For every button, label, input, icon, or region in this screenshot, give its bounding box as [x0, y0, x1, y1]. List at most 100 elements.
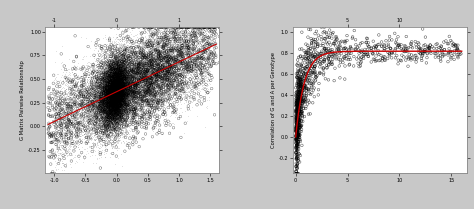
- Point: [111, 81, 119, 84]
- Point: [107, 72, 114, 76]
- Point: [106, 74, 114, 77]
- Point: [105, 109, 112, 112]
- Point: [114, 82, 121, 85]
- Point: [114, 106, 121, 110]
- Point: [109, 89, 117, 93]
- Point: [99, 75, 106, 79]
- Point: [98, 78, 105, 81]
- Point: [112, 83, 120, 87]
- Point: [96, 92, 103, 95]
- Point: [158, 99, 166, 103]
- Point: [113, 62, 120, 65]
- Point: [122, 107, 129, 110]
- Point: [141, 83, 149, 86]
- Point: [102, 84, 109, 88]
- Point: [104, 90, 112, 93]
- Point: [109, 93, 117, 96]
- Point: [114, 92, 122, 95]
- Point: [110, 80, 118, 83]
- Point: [140, 67, 147, 71]
- Point: [109, 106, 116, 109]
- Point: [92, 93, 100, 97]
- Point: [108, 73, 116, 77]
- Point: [136, 93, 143, 96]
- Point: [119, 74, 127, 78]
- Point: [115, 78, 123, 81]
- Point: [112, 93, 119, 97]
- Point: [118, 86, 126, 89]
- Point: [146, 77, 153, 80]
- Point: [97, 72, 104, 76]
- Point: [121, 89, 128, 92]
- Point: [108, 112, 116, 116]
- Point: [159, 50, 167, 53]
- Point: [90, 87, 97, 90]
- Point: [96, 70, 104, 74]
- Point: [97, 81, 104, 84]
- Point: [107, 110, 115, 113]
- Point: [117, 103, 124, 107]
- Point: [298, 144, 306, 147]
- Point: [114, 92, 122, 95]
- Point: [120, 64, 128, 67]
- Point: [105, 78, 112, 82]
- Point: [105, 117, 113, 120]
- Point: [137, 82, 145, 85]
- Point: [120, 71, 128, 75]
- Point: [114, 83, 121, 87]
- Point: [118, 86, 126, 90]
- Point: [110, 74, 118, 77]
- Point: [112, 62, 119, 65]
- Point: [109, 97, 116, 100]
- Point: [196, 42, 203, 45]
- Point: [110, 103, 118, 107]
- Point: [52, 91, 60, 94]
- Point: [124, 104, 132, 107]
- Point: [108, 73, 116, 76]
- Point: [84, 103, 91, 107]
- Point: [138, 97, 146, 100]
- Point: [109, 75, 116, 79]
- Point: [108, 110, 115, 114]
- Point: [139, 77, 147, 80]
- Point: [106, 84, 114, 87]
- Point: [114, 87, 121, 90]
- Point: [144, 105, 151, 108]
- Point: [103, 89, 111, 93]
- Point: [100, 113, 107, 116]
- Point: [101, 108, 109, 112]
- Point: [107, 94, 114, 97]
- Point: [102, 109, 109, 113]
- Point: [115, 104, 122, 108]
- Point: [118, 80, 126, 84]
- Point: [161, 62, 169, 66]
- Point: [109, 87, 117, 91]
- Point: [106, 96, 114, 99]
- Point: [101, 123, 109, 126]
- Point: [114, 92, 121, 95]
- Point: [148, 65, 155, 68]
- Point: [133, 81, 141, 84]
- Point: [123, 97, 131, 101]
- Point: [113, 103, 121, 106]
- Point: [118, 96, 126, 99]
- Point: [191, 56, 198, 60]
- Point: [99, 96, 106, 99]
- Point: [110, 82, 118, 86]
- Point: [118, 100, 126, 103]
- Point: [123, 68, 130, 72]
- Point: [109, 75, 116, 78]
- Point: [108, 80, 116, 84]
- Point: [118, 97, 126, 100]
- Point: [114, 86, 122, 90]
- Point: [117, 103, 124, 106]
- Point: [110, 65, 118, 69]
- Point: [114, 84, 121, 87]
- Point: [199, 25, 207, 29]
- Point: [90, 104, 97, 107]
- Point: [108, 121, 115, 125]
- Point: [75, 120, 82, 123]
- Point: [112, 82, 119, 85]
- Point: [114, 107, 122, 111]
- Point: [117, 103, 125, 107]
